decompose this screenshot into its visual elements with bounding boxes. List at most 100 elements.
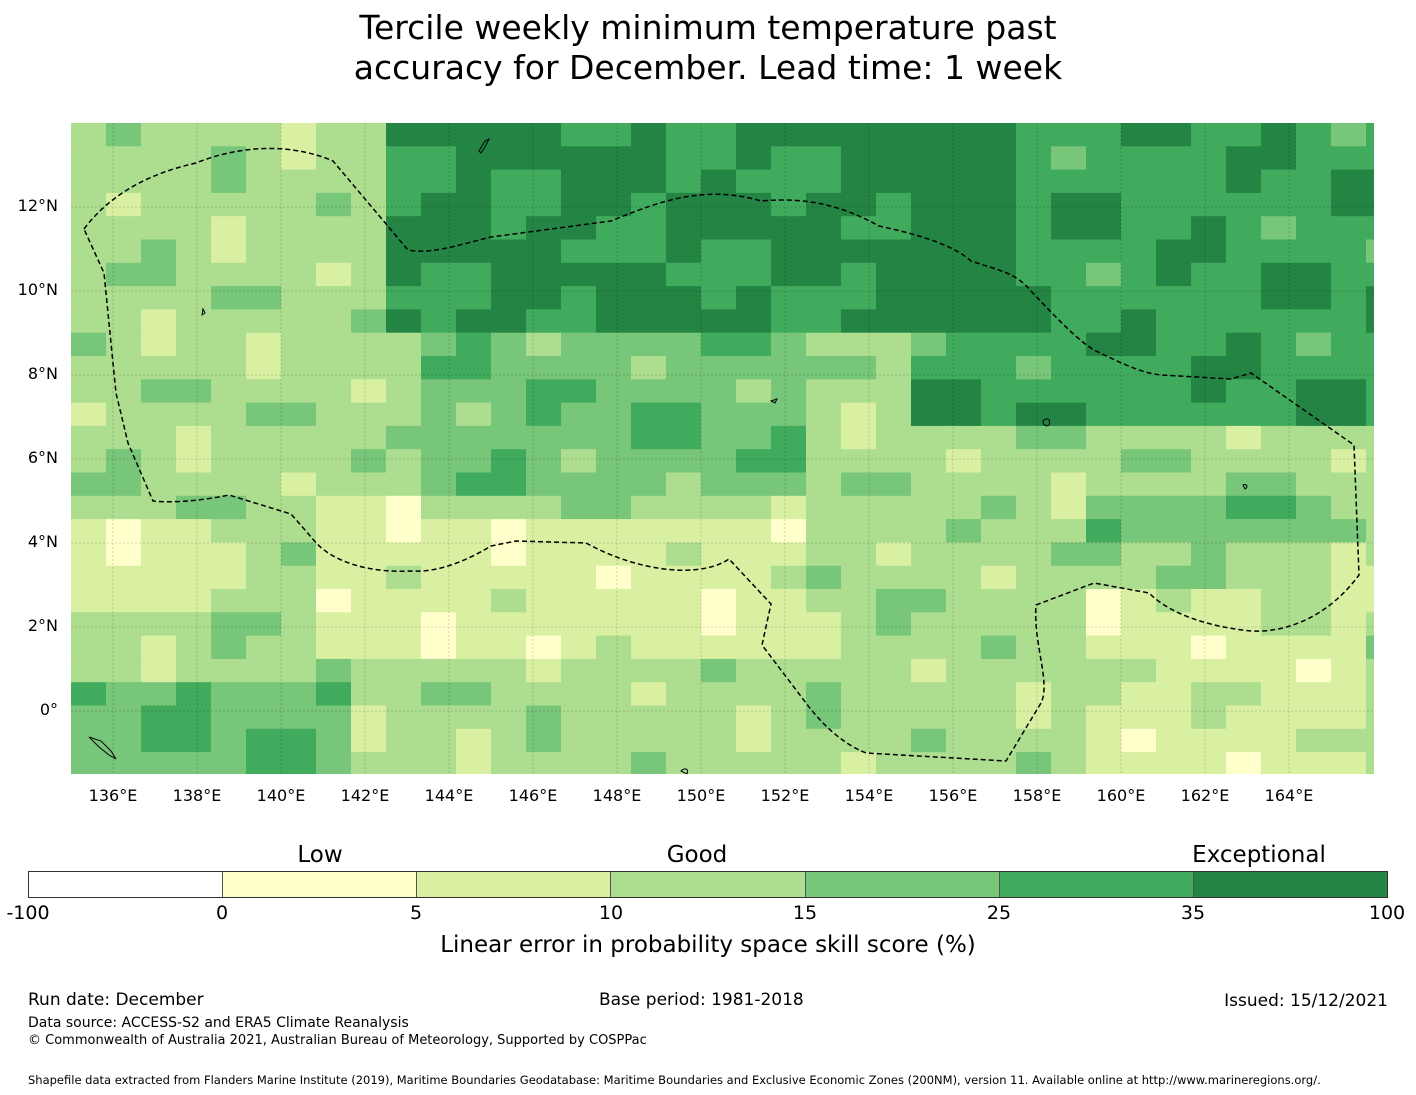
skill-grid-cell	[1086, 309, 1122, 334]
skill-grid-cell	[281, 658, 317, 683]
skill-grid-cell	[561, 402, 597, 427]
skill-grid-cell	[211, 379, 247, 404]
skill-grid-cell	[1366, 123, 1374, 147]
skill-grid-cell	[1121, 635, 1157, 660]
skill-grid-cell	[701, 192, 737, 217]
skill-grid-cell	[526, 635, 562, 660]
skill-grid-cell	[596, 589, 632, 613]
skill-grid-cell	[1051, 565, 1087, 590]
skill-grid-cell	[246, 239, 282, 264]
skill-grid-cell	[1121, 192, 1157, 217]
lon-label: 154°E	[844, 786, 894, 805]
skill-grid-cell	[1366, 332, 1374, 357]
skill-grid-cell	[981, 542, 1017, 567]
island-guam	[478, 137, 491, 154]
skill-grid-cell	[1261, 239, 1297, 264]
skill-grid-cell	[71, 332, 107, 357]
skill-grid-cell	[491, 495, 527, 520]
skill-grid-cell	[386, 169, 422, 194]
skill-grid-cell	[981, 123, 1017, 147]
skill-grid-cell	[1191, 239, 1227, 264]
skill-grid-cell	[1261, 519, 1297, 543]
skill-grid-cell	[981, 565, 1017, 590]
skill-grid-cell	[1261, 146, 1297, 171]
skill-grid-cell	[631, 682, 667, 706]
skill-grid-cell	[1261, 379, 1297, 404]
skill-grid-cell	[806, 309, 842, 334]
skill-grid-cell	[176, 332, 212, 357]
skill-grid-cell	[526, 286, 562, 310]
skill-grid-cell	[71, 356, 107, 380]
skill-grid-cell	[1121, 449, 1157, 473]
skill-grid-cell	[421, 216, 457, 240]
skill-grid-cell	[1191, 356, 1227, 380]
skill-grid-cell	[421, 612, 457, 637]
skill-grid-cell	[631, 495, 667, 520]
skill-grid-cell	[1191, 379, 1227, 404]
skill-grid-cell	[71, 169, 107, 194]
skill-grid-cell	[561, 728, 597, 753]
skill-grid-cell	[316, 216, 352, 240]
skill-grid-cell	[631, 356, 667, 380]
skill-grid-cell	[946, 146, 982, 171]
lon-label: 146°E	[508, 786, 558, 805]
skill-grid-cell	[561, 658, 597, 683]
skill-grid-cell	[281, 495, 317, 520]
skill-grid-cell	[561, 192, 597, 217]
skill-grid-cell	[1086, 542, 1122, 567]
colorbar-segment	[805, 872, 1000, 897]
skill-grid-cell	[981, 495, 1017, 520]
skill-grid-cell	[701, 146, 737, 171]
skill-grid-cell	[1226, 682, 1262, 706]
skill-grid-cell	[211, 728, 247, 753]
skill-grid-cell	[71, 612, 107, 637]
skill-grid-cell	[386, 612, 422, 637]
skill-grid-cell	[1331, 658, 1367, 683]
skill-grid-cell	[526, 472, 562, 497]
skill-grid-cell	[841, 705, 877, 730]
skill-grid-cell	[71, 565, 107, 590]
skill-grid-cell	[1121, 262, 1157, 287]
skill-grid-cell	[491, 309, 527, 334]
skill-grid-cell	[1121, 565, 1157, 590]
skill-grid-cell	[596, 262, 632, 287]
lon-label: 148°E	[592, 786, 642, 805]
skill-grid-cell	[911, 682, 947, 706]
skill-grid-cell	[1261, 542, 1297, 567]
skill-grid-cell	[526, 495, 562, 520]
skill-grid-cell	[106, 286, 142, 310]
skill-grid-cell	[1156, 425, 1192, 450]
skill-grid-cell	[351, 658, 387, 683]
skill-grid-cell	[141, 239, 177, 264]
skill-grid-cell	[1261, 658, 1297, 683]
eez-boundary	[83, 147, 1360, 762]
skill-grid-cell	[281, 565, 317, 590]
skill-grid-cell	[176, 589, 212, 613]
skill-grid-cell	[1191, 262, 1227, 287]
skill-grid-cell	[1226, 612, 1262, 637]
skill-grid-cell	[946, 449, 982, 473]
skill-grid-cell	[946, 728, 982, 753]
skill-grid-cell	[281, 123, 317, 147]
skill-grid-cell	[631, 565, 667, 590]
skill-grid-cell	[1191, 402, 1227, 427]
skill-grid-cell	[456, 146, 492, 171]
skill-grid-cell	[491, 402, 527, 427]
skill-grid-cell	[71, 286, 107, 310]
skill-grid-cell	[561, 286, 597, 310]
skill-grid-cell	[211, 449, 247, 473]
skill-grid-cell	[806, 216, 842, 240]
skill-grid-cell	[946, 262, 982, 287]
skill-grid-cell	[351, 239, 387, 264]
skill-grid-cell	[1086, 262, 1122, 287]
skill-grid-cell	[1086, 123, 1122, 147]
skill-grid-cell	[1296, 286, 1332, 310]
skill-grid-cell	[911, 635, 947, 660]
skill-grid-cell	[211, 752, 247, 774]
skill-grid-cell	[386, 123, 422, 147]
island-atoll-3	[680, 768, 688, 774]
skill-grid-cell	[771, 449, 807, 473]
skill-grid-cell	[211, 286, 247, 310]
skill-grid-cell	[1331, 682, 1367, 706]
skill-grid-cell	[316, 658, 352, 683]
